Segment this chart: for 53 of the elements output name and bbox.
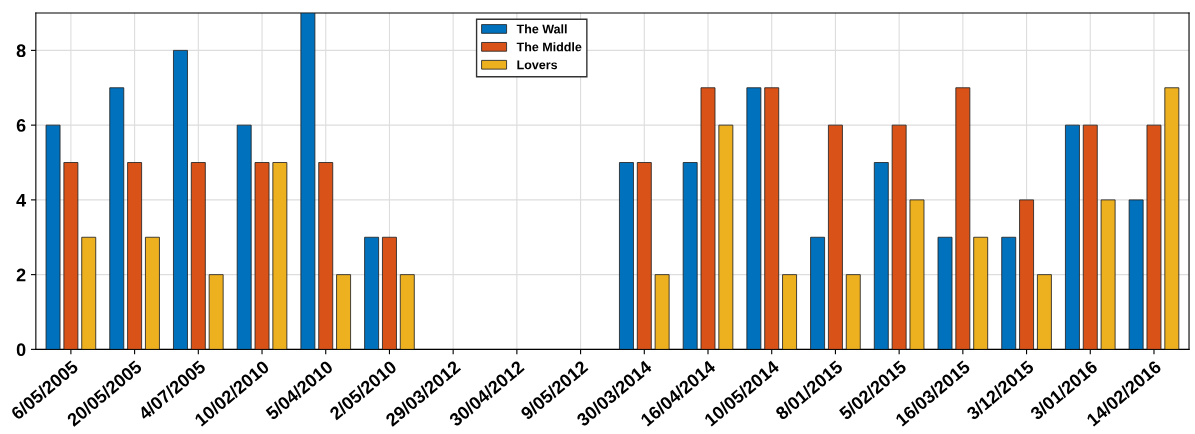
bar	[973, 236, 989, 350]
legend-label: The Wall	[516, 24, 567, 34]
bar	[845, 274, 861, 350]
bar	[909, 199, 925, 350]
bar	[700, 87, 716, 350]
bar	[1001, 236, 1017, 350]
bar	[682, 162, 698, 350]
bar	[746, 87, 762, 350]
bar	[399, 274, 415, 350]
y-tick-label: 8	[16, 44, 26, 58]
bar	[828, 124, 843, 350]
bar	[1164, 87, 1180, 350]
bar	[718, 124, 734, 350]
bar	[300, 13, 316, 350]
legend-label: Lovers	[517, 60, 558, 70]
y-tick-label: 2	[16, 268, 26, 282]
bar	[127, 162, 143, 350]
bar	[891, 124, 907, 350]
bar	[81, 236, 97, 350]
bar	[173, 49, 188, 350]
bar	[364, 236, 380, 350]
bar	[782, 274, 797, 350]
bar	[1082, 124, 1098, 350]
y-tick-label: 0	[16, 343, 26, 357]
bar	[764, 87, 780, 350]
bar	[1019, 199, 1034, 350]
y-tick-label: 4	[16, 194, 27, 207]
bar	[272, 162, 288, 350]
bar	[1100, 199, 1116, 350]
bar	[236, 124, 252, 350]
bar	[654, 274, 670, 350]
y-tick-label: 6	[16, 119, 26, 132]
bar	[208, 274, 224, 350]
bar	[937, 236, 953, 350]
bar	[145, 236, 160, 350]
bar	[382, 236, 397, 350]
bar	[318, 162, 334, 350]
bar	[109, 87, 125, 350]
bar	[1036, 274, 1052, 350]
bar	[336, 274, 351, 350]
bar	[636, 162, 652, 350]
bar	[873, 162, 889, 350]
bar	[810, 236, 826, 350]
bar	[63, 162, 79, 350]
bar	[1065, 124, 1080, 350]
bar	[1128, 199, 1144, 350]
bar	[1146, 124, 1162, 350]
bar	[619, 162, 634, 350]
legend-label: The Middle	[516, 42, 582, 52]
bar	[955, 87, 971, 350]
bar	[45, 124, 61, 350]
bar	[190, 162, 206, 350]
bar	[254, 162, 270, 350]
